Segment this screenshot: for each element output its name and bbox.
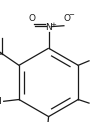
Text: +: +	[50, 21, 56, 28]
Text: −: −	[68, 12, 74, 18]
Text: N: N	[0, 97, 1, 106]
Text: O: O	[63, 15, 70, 23]
Text: N: N	[45, 23, 52, 32]
Text: O: O	[29, 14, 36, 23]
